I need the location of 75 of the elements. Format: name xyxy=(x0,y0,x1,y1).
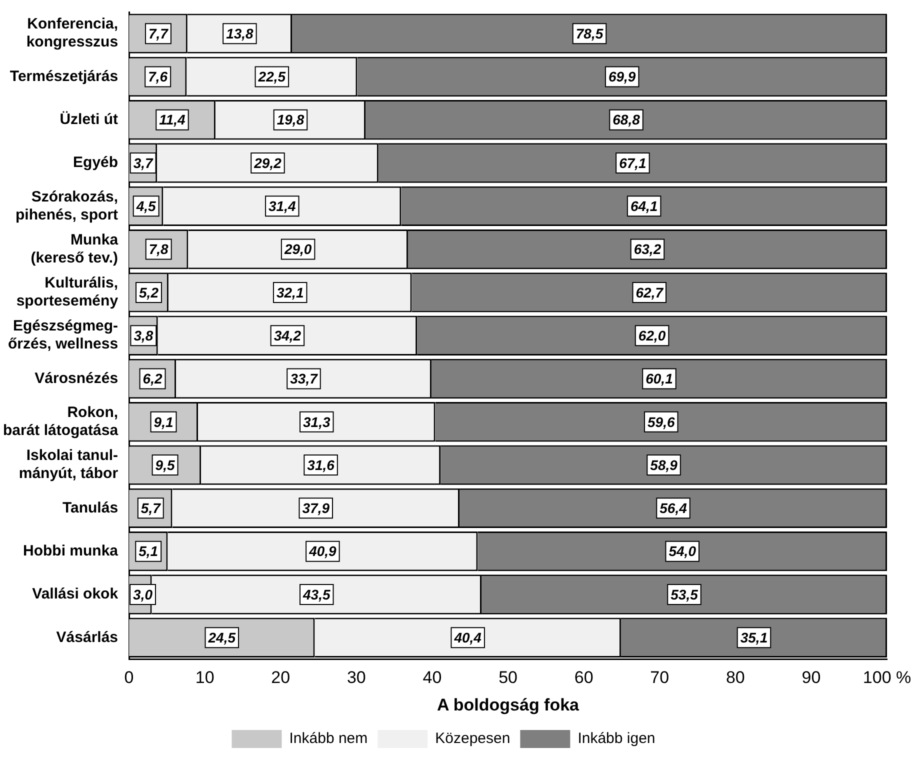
data-label: 29,0 xyxy=(283,241,312,258)
data-label: 34,2 xyxy=(274,327,302,344)
data-label: 19,8 xyxy=(276,112,304,128)
data-label: 68,8 xyxy=(612,112,640,128)
y-tick-label: Kulturális, sportesemény xyxy=(16,274,119,310)
y-tick-label: Egészségmeg- őrzés, wellness xyxy=(8,318,118,353)
y-tick-label: Vásárlás xyxy=(56,628,118,646)
data-label: 35,1 xyxy=(740,629,768,646)
y-tick-label: Tanulás xyxy=(62,499,118,516)
y-tick-label: Természetjárás xyxy=(10,68,118,85)
data-label: 9,5 xyxy=(155,456,175,473)
y-tick-label: Rokon, barát látogatása xyxy=(2,404,119,440)
data-label: 3,8 xyxy=(134,327,154,344)
data-label: 4,5 xyxy=(135,198,156,214)
data-label: 58,9 xyxy=(650,456,678,473)
y-tick-label: Egyéb xyxy=(73,154,118,172)
data-label: 24,5 xyxy=(207,629,236,646)
data-label: 5,2 xyxy=(139,284,159,300)
data-label: 5,7 xyxy=(140,500,162,516)
data-label: 43,5 xyxy=(302,586,330,602)
data-label: 7,6 xyxy=(148,68,168,85)
data-label: 31,4 xyxy=(268,198,296,214)
y-tick-label: Vallási okok xyxy=(32,586,119,603)
data-label: 6,2 xyxy=(142,370,162,387)
legend-label: Inkább igen xyxy=(578,730,656,748)
data-label: 11,4 xyxy=(159,112,186,128)
x-tick-label: 30 xyxy=(346,668,366,688)
x-tick-label: 40 xyxy=(422,668,442,688)
data-label: 59,6 xyxy=(648,414,675,430)
y-tick-label: Városnézés xyxy=(34,370,118,387)
data-label: 60,1 xyxy=(646,370,674,387)
y-tick-label: Üzleti út xyxy=(60,111,118,128)
x-tick-label: 100 % xyxy=(862,668,912,688)
x-tick-label: 80 xyxy=(726,668,745,688)
data-label: 5,1 xyxy=(138,543,158,560)
data-label: 56,4 xyxy=(660,500,688,516)
data-label: 78,5 xyxy=(576,25,604,42)
x-tick-label: 50 xyxy=(498,668,518,688)
data-label: 64,1 xyxy=(630,198,658,214)
y-tick-label: Szórakozás, pihenés, sport xyxy=(16,188,118,224)
data-label: 54,0 xyxy=(668,543,696,560)
x-tick-label: 70 xyxy=(650,668,670,688)
data-label: 9,1 xyxy=(154,414,174,430)
data-label: 67,1 xyxy=(619,154,647,171)
y-tick-label: Iskolai tanul- mányút, tábor xyxy=(18,447,118,482)
data-label: 29,2 xyxy=(253,154,282,171)
data-label: 62,0 xyxy=(638,327,666,344)
data-label: 62,7 xyxy=(636,284,664,300)
x-tick-label: 20 xyxy=(271,668,290,688)
x-axis-title: A boldogság foka xyxy=(437,695,580,714)
data-label: 33,7 xyxy=(290,370,319,387)
data-label: 3,7 xyxy=(133,154,154,171)
data-label: 22,5 xyxy=(257,68,286,85)
data-label: 3,0 xyxy=(133,586,153,602)
x-tick-label: 10 xyxy=(195,668,214,688)
data-label: 31,6 xyxy=(307,456,335,473)
legend-label: Közepesen xyxy=(435,730,510,748)
data-label: 63,2 xyxy=(634,241,662,258)
legend-label: Inkább nem xyxy=(289,730,368,748)
x-tick-label: 60 xyxy=(574,668,594,688)
data-label: 7,8 xyxy=(148,241,169,258)
data-label: 7,7 xyxy=(148,25,170,42)
y-tick-label: Hobbi munka xyxy=(23,542,119,560)
data-label: 40,4 xyxy=(453,629,482,646)
data-label: 37,9 xyxy=(302,500,330,516)
data-label: 53,5 xyxy=(670,586,698,602)
x-tick-label: 0 xyxy=(124,668,134,688)
data-label: 32,1 xyxy=(276,284,304,300)
x-tick-label: 90 xyxy=(802,668,821,688)
y-tick-label: Munka (kereső tev.) xyxy=(30,231,119,266)
data-label: 13,8 xyxy=(226,25,254,42)
data-label: 69,9 xyxy=(608,68,636,85)
y-tick-label: Konferencia, kongresszus xyxy=(26,16,118,51)
data-label: 40,9 xyxy=(308,543,337,560)
data-label: 31,3 xyxy=(303,414,330,430)
